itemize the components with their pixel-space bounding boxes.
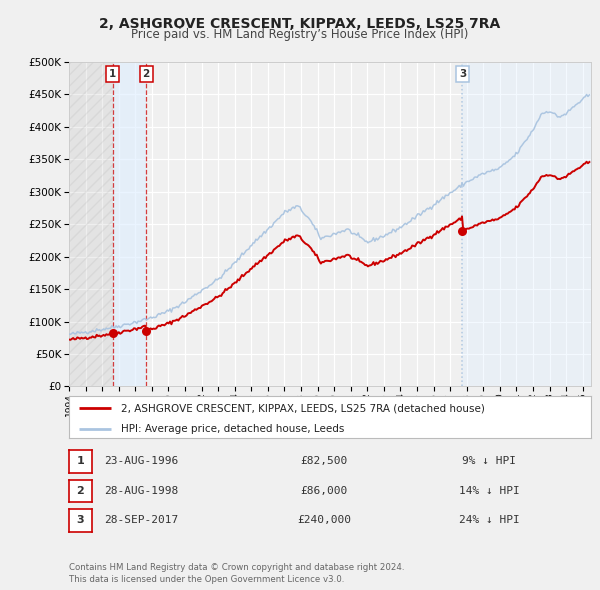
Text: £240,000: £240,000 [297,516,351,525]
Text: 24% ↓ HPI: 24% ↓ HPI [458,516,520,525]
Bar [69,62,113,386]
Text: 2: 2 [143,69,150,79]
Text: £82,500: £82,500 [301,457,347,466]
Text: 28-AUG-1998: 28-AUG-1998 [104,486,178,496]
Text: 23-AUG-1996: 23-AUG-1996 [104,457,178,466]
Bar [463,62,591,386]
Text: 28-SEP-2017: 28-SEP-2017 [104,516,178,525]
Text: 1: 1 [77,457,84,466]
Text: HPI: Average price, detached house, Leeds: HPI: Average price, detached house, Leed… [121,424,344,434]
Text: 9% ↓ HPI: 9% ↓ HPI [462,457,516,466]
Text: 14% ↓ HPI: 14% ↓ HPI [458,486,520,496]
Text: 1: 1 [109,69,116,79]
Text: 3: 3 [459,69,466,79]
Bar [113,62,146,386]
Text: Contains HM Land Registry data © Crown copyright and database right 2024.
This d: Contains HM Land Registry data © Crown c… [69,563,404,584]
Text: 2, ASHGROVE CRESCENT, KIPPAX, LEEDS, LS25 7RA: 2, ASHGROVE CRESCENT, KIPPAX, LEEDS, LS2… [100,17,500,31]
Text: £86,000: £86,000 [301,486,347,496]
Text: 2, ASHGROVE CRESCENT, KIPPAX, LEEDS, LS25 7RA (detached house): 2, ASHGROVE CRESCENT, KIPPAX, LEEDS, LS2… [121,403,485,413]
Text: 2: 2 [77,486,84,496]
Text: 3: 3 [77,516,84,525]
Text: Price paid vs. HM Land Registry’s House Price Index (HPI): Price paid vs. HM Land Registry’s House … [131,28,469,41]
